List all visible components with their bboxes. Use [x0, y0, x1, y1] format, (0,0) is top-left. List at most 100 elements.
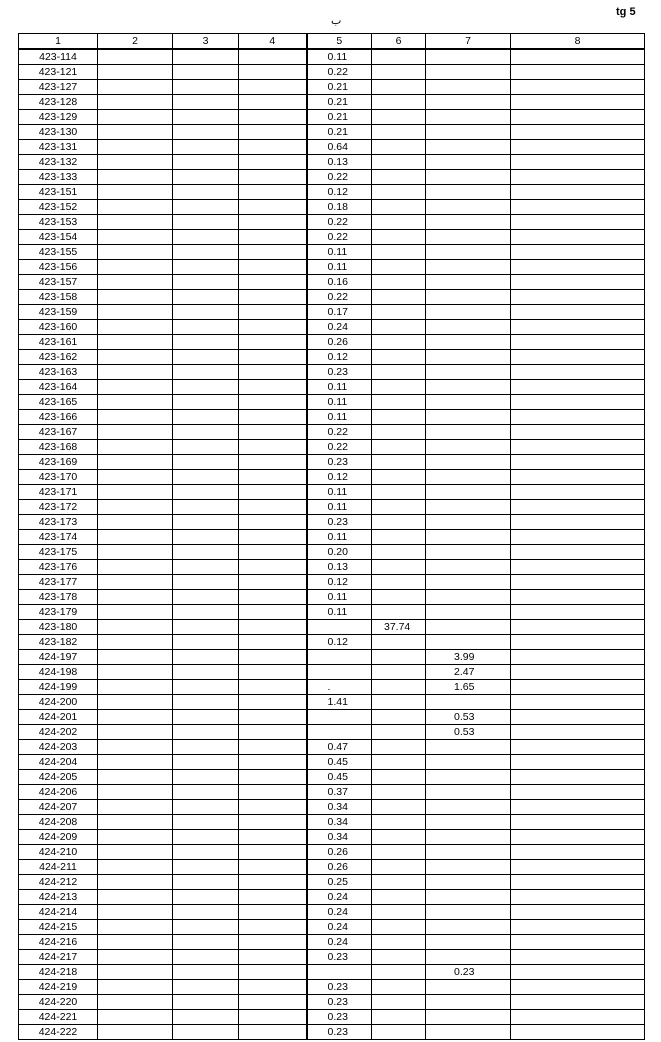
cell-col-3: [172, 364, 239, 380]
row-id-cell: 424-199: [18, 679, 98, 695]
cell-col-4: [238, 919, 307, 935]
cell-col-4: [238, 889, 307, 905]
cell-col-4: [238, 199, 307, 215]
cell-col-6: [371, 694, 426, 710]
cell-col-4: [238, 124, 307, 140]
row-id-cell: 423-178: [18, 589, 98, 605]
cell-col-7: [425, 214, 511, 230]
cell-col-6: [371, 454, 426, 470]
cell-col-3: [172, 799, 239, 815]
cell-col-5: 0.11: [305, 589, 372, 605]
cell-col-6: [371, 169, 426, 185]
cell-col-5: 0.47: [305, 739, 372, 755]
cell-col-2: [97, 679, 173, 695]
row-id-cell: 424-212: [18, 874, 98, 890]
cell-col-6: [371, 48, 426, 65]
table-row: 423-152 0.18: [18, 199, 645, 215]
cell-col-3: [172, 304, 239, 320]
cell-col-7: [425, 79, 511, 95]
row-id-cell: 423-175: [18, 544, 98, 560]
cell-col-8: [510, 454, 645, 470]
cell-col-4: [238, 559, 307, 575]
cell-col-5: 0.16: [305, 274, 372, 290]
row-id-cell: 423-156: [18, 259, 98, 275]
row-id-cell: 423-168: [18, 439, 98, 455]
row-id-cell: 424-215: [18, 919, 98, 935]
cell-col-6: [371, 379, 426, 395]
cell-col-5: [305, 724, 372, 740]
cell-col-2: [97, 844, 173, 860]
cell-col-4: [238, 799, 307, 815]
cell-col-7: [425, 829, 511, 845]
cell-col-3: [172, 829, 239, 845]
row-id-cell: 424-203: [18, 739, 98, 755]
cell-col-3: [172, 184, 239, 200]
row-id-cell: 424-216: [18, 934, 98, 950]
cell-col-5: 0.23: [305, 949, 372, 965]
row-id-cell: 423-171: [18, 484, 98, 500]
cell-col-6: [371, 394, 426, 410]
table-row: 424-221 0.23: [18, 1009, 645, 1025]
cell-col-8: [510, 484, 645, 500]
row-id-cell: 423-154: [18, 229, 98, 245]
cell-col-2: [97, 949, 173, 965]
cell-col-5: 0.13: [305, 559, 372, 575]
table-row: 423-157 0.16: [18, 274, 645, 290]
cell-col-8: [510, 874, 645, 890]
cell-col-8: [510, 439, 645, 455]
cell-col-3: [172, 109, 239, 125]
cell-col-7: 0.53: [425, 709, 511, 725]
cell-col-6: [371, 934, 426, 950]
cell-col-7: [425, 904, 511, 920]
cell-col-7: [425, 139, 511, 155]
cell-col-2: [97, 289, 173, 305]
col-header-7: 7: [425, 33, 511, 50]
cell-col-2: [97, 364, 173, 380]
col-header-8: 8: [510, 33, 645, 50]
cell-col-4: [238, 274, 307, 290]
cell-col-2: [97, 214, 173, 230]
cell-col-6: [371, 79, 426, 95]
cell-col-2: [97, 424, 173, 440]
cell-col-7: [425, 874, 511, 890]
cell-col-7: [425, 1024, 511, 1040]
row-id-cell: 423-131: [18, 139, 98, 155]
cell-col-7: [425, 364, 511, 380]
cell-col-2: [97, 124, 173, 140]
cell-col-5: 0.22: [305, 169, 372, 185]
cell-col-4: [238, 814, 307, 830]
cell-col-4: [238, 934, 307, 950]
cell-col-2: [97, 709, 173, 725]
cell-col-7: [425, 799, 511, 815]
cell-col-3: [172, 394, 239, 410]
table-row: 423-173 0.23: [18, 514, 645, 530]
cell-col-4: [238, 139, 307, 155]
cell-col-8: [510, 394, 645, 410]
cell-col-3: [172, 499, 239, 515]
cell-col-5: 0.34: [305, 814, 372, 830]
table-row: 423-132 0.13: [18, 154, 645, 170]
cell-col-6: [371, 484, 426, 500]
table-row: 424-213 0.24: [18, 889, 645, 905]
cell-col-8: [510, 139, 645, 155]
cell-col-2: [97, 529, 173, 545]
row-id-cell: 423-130: [18, 124, 98, 140]
cell-col-7: [425, 424, 511, 440]
cell-col-3: [172, 874, 239, 890]
cell-col-2: [97, 109, 173, 125]
cell-col-2: [97, 604, 173, 620]
cell-col-6: [371, 1024, 426, 1040]
cell-col-5: 1.41: [305, 694, 372, 710]
cell-col-6: [371, 544, 426, 560]
cell-col-2: [97, 724, 173, 740]
cell-col-5: 0.18: [305, 199, 372, 215]
cell-col-3: [172, 649, 239, 665]
row-id-cell: 424-197: [18, 649, 98, 665]
cell-col-8: [510, 649, 645, 665]
cell-col-6: [371, 679, 426, 695]
cell-col-8: [510, 889, 645, 905]
cell-col-5: 0.34: [305, 829, 372, 845]
cell-col-7: [425, 379, 511, 395]
cell-col-8: [510, 814, 645, 830]
col-header-5: 5: [305, 33, 372, 50]
